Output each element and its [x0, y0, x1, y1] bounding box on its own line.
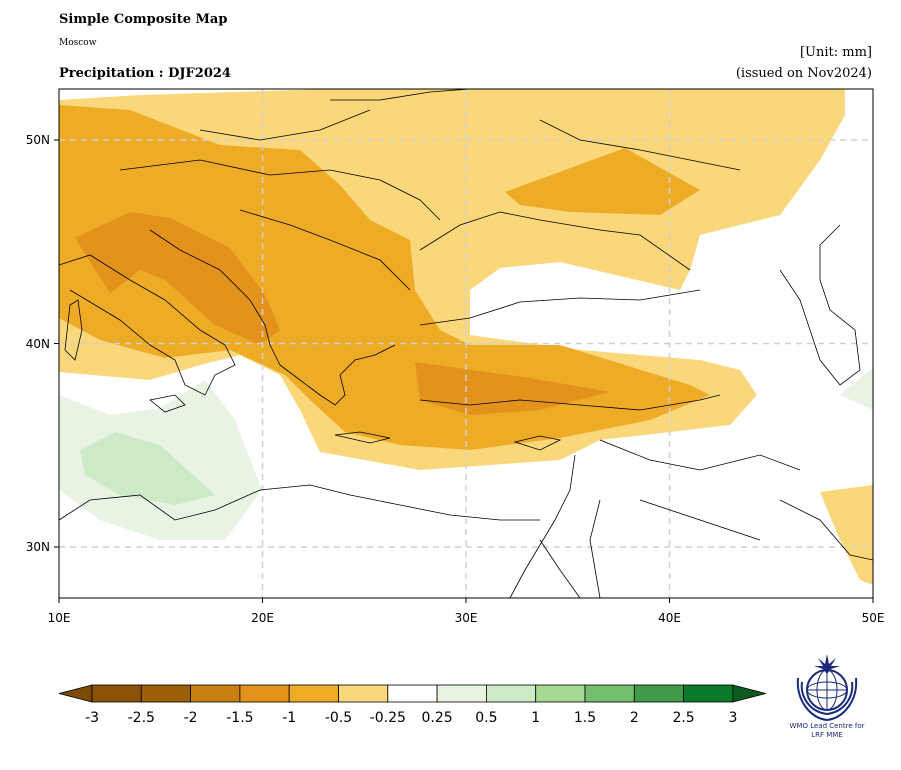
y-tick-label: 40N — [26, 337, 50, 351]
coastlines — [59, 89, 873, 598]
dry-moderate-region — [59, 105, 710, 450]
colorbar-swatch — [239, 684, 290, 703]
y-axis — [54, 139, 59, 548]
colorbar-label: -1 — [282, 710, 296, 726]
logo-line1: WMO Lead Centre for — [789, 722, 865, 730]
colorbar-swatch — [633, 684, 684, 703]
colorbar-labels: -3 -2.5 -2 -1.5 -1 -0.5 -0.25 0.25 0.5 1 1.5 2 2.5 3 — [85, 710, 737, 726]
colorbar-label: 1 — [531, 710, 540, 726]
unit-label: [Unit: mm] — [799, 45, 872, 60]
precipitation-map: 10E 20E 30E 40E 50E 30N 40N 50N — [26, 88, 885, 625]
y-tick-label: 50N — [26, 133, 50, 147]
colorbar-swatch — [91, 684, 142, 703]
wmo-logo — [796, 654, 858, 722]
page-subtitle: Moscow — [59, 38, 97, 48]
colorbar-label: 2.5 — [672, 710, 694, 726]
colorbar-swatch — [535, 684, 586, 703]
dry-light-region-east — [820, 485, 873, 585]
wet-light-region-east — [840, 368, 873, 410]
colorbar-swatch — [485, 684, 537, 703]
colorbar-label: -0.25 — [370, 710, 406, 726]
issued-label: (issued on Nov2024) — [735, 66, 872, 81]
x-axis — [58, 598, 874, 603]
colorbar-label: 0.25 — [422, 710, 453, 726]
colorbar-swatches — [58, 684, 766, 703]
colorbar-label: 0.5 — [475, 710, 497, 726]
variable-label: Precipitation : DJF2024 — [59, 66, 231, 81]
colorbar-swatch — [338, 684, 389, 703]
y-tick-label: 30N — [26, 540, 50, 554]
dry-strong-region — [75, 212, 280, 345]
wet-moderate-region — [80, 432, 215, 505]
colorbar-label: 1.5 — [574, 710, 596, 726]
colorbar-swatch — [140, 684, 192, 703]
colorbar-swatch — [387, 684, 438, 703]
colorbar-label: 3 — [728, 710, 737, 726]
colorbar-label: 2 — [630, 710, 639, 726]
colorbar-label: -2 — [184, 710, 198, 726]
x-tick-label: 10E — [48, 611, 71, 625]
colorbar-swatch — [436, 684, 487, 703]
page-title: Simple Composite Map — [59, 12, 228, 27]
colorbar-label: -1.5 — [226, 710, 253, 726]
wmo-logo-caption: WMO Lead Centre for LRF MME — [783, 722, 871, 740]
graticule — [59, 89, 873, 598]
logo-line2: LRF MME — [811, 731, 843, 739]
x-tick-label: 50E — [862, 611, 885, 625]
colorbar-label: -3 — [85, 710, 99, 726]
colorbar-swatch — [288, 684, 339, 703]
dry-moderate-region-ukraine — [505, 148, 700, 215]
colorbar-label: -0.5 — [325, 710, 352, 726]
colorbar-arrow-right — [732, 684, 766, 703]
dry-strong-region-aegean — [415, 362, 610, 415]
x-tick-label: 30E — [455, 611, 478, 625]
colorbar-label: -2.5 — [128, 710, 155, 726]
x-tick-label: 20E — [251, 611, 274, 625]
colorbar-swatch — [190, 684, 241, 703]
x-tick-label: 40E — [658, 611, 681, 625]
colorbar-swatch — [584, 684, 635, 703]
colorbar-arrow-left — [58, 684, 93, 703]
colorbar-swatch — [683, 684, 734, 703]
